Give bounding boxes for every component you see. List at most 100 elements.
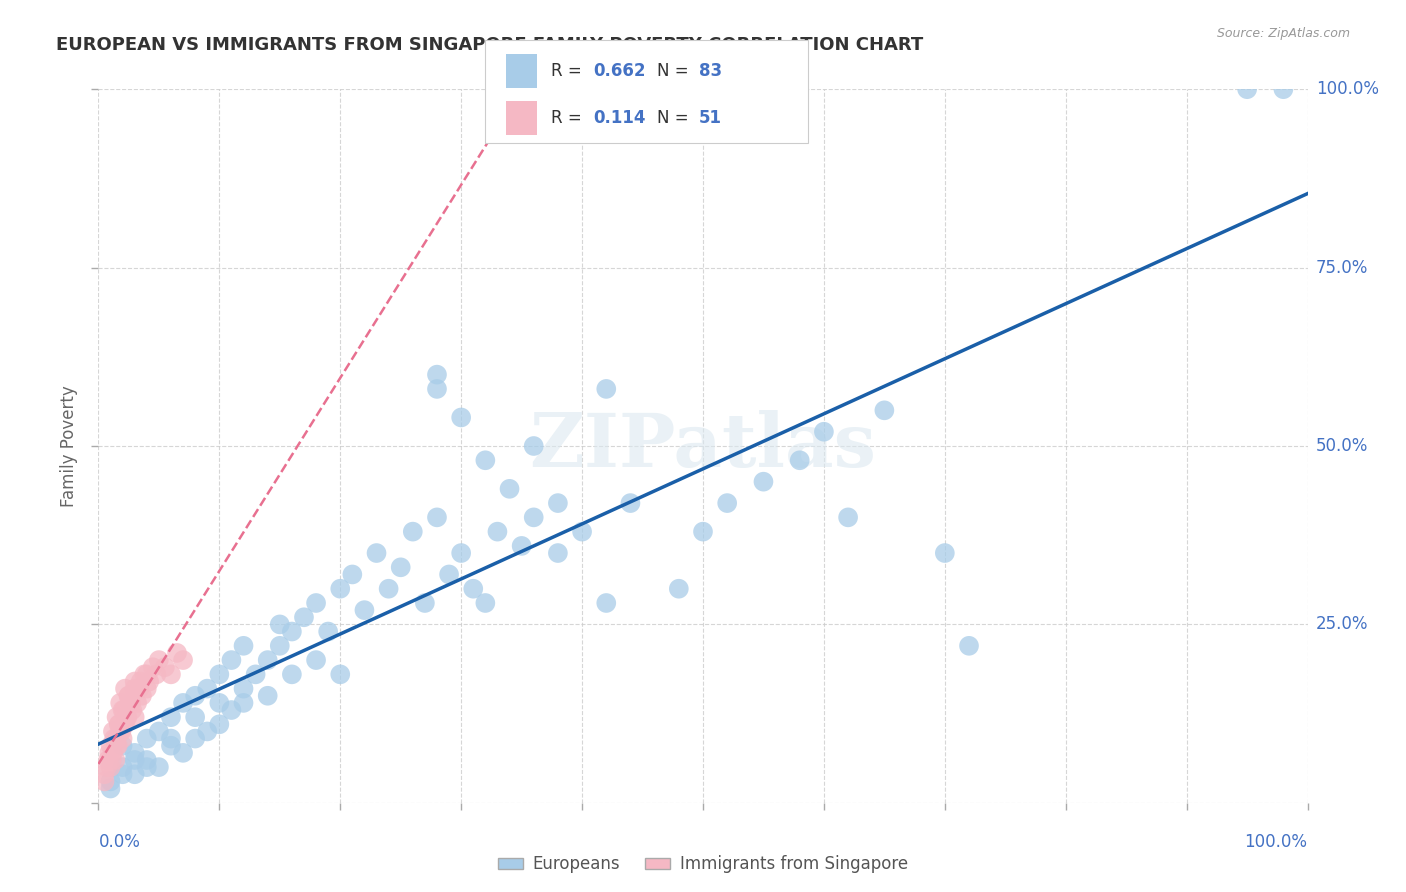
Point [377, 582, 399, 596]
Point [108, 696, 131, 710]
Point [208, 696, 231, 710]
Point [172, 696, 194, 710]
Point [135, 760, 157, 774]
Point [172, 746, 194, 760]
Point [111, 731, 134, 746]
Point [450, 410, 472, 425]
Point [138, 674, 160, 689]
Point [426, 368, 449, 382]
Point [486, 524, 509, 539]
Point [142, 660, 165, 674]
Point [118, 696, 141, 710]
Point [124, 674, 146, 689]
Y-axis label: Family Poverty: Family Poverty [60, 385, 79, 507]
Point [160, 739, 183, 753]
Point [389, 560, 412, 574]
Point [172, 653, 194, 667]
Point [450, 546, 472, 560]
Text: R =: R = [551, 109, 582, 127]
Text: N =: N = [657, 62, 688, 79]
Point [100, 774, 122, 789]
Point [134, 667, 156, 681]
Point [118, 689, 141, 703]
Point [353, 603, 375, 617]
Point [184, 689, 207, 703]
Point [111, 760, 134, 774]
Point [131, 689, 153, 703]
Point [413, 596, 436, 610]
Point [118, 689, 141, 703]
Point [256, 689, 278, 703]
Text: EUROPEAN VS IMMIGRANTS FROM SINGAPORE FAMILY POVERTY CORRELATION CHART: EUROPEAN VS IMMIGRANTS FROM SINGAPORE FA… [56, 36, 924, 54]
Point [716, 496, 738, 510]
Text: 0.662: 0.662 [593, 62, 645, 79]
Point [595, 596, 617, 610]
Point [245, 667, 267, 681]
Text: 75.0%: 75.0% [1316, 259, 1368, 277]
Point [232, 639, 254, 653]
Text: 0.0%: 0.0% [98, 833, 141, 851]
Point [124, 746, 146, 760]
Point [127, 696, 149, 710]
Point [101, 724, 124, 739]
Point [97, 753, 120, 767]
Point [232, 696, 254, 710]
Point [837, 510, 859, 524]
Point [184, 710, 207, 724]
Point [523, 510, 546, 524]
Point [114, 681, 136, 696]
Text: ZIPatlas: ZIPatlas [530, 409, 876, 483]
Point [124, 767, 146, 781]
Text: 51: 51 [699, 109, 721, 127]
Legend: Europeans, Immigrants from Singapore: Europeans, Immigrants from Singapore [491, 849, 915, 880]
Point [510, 539, 533, 553]
Point [256, 653, 278, 667]
Point [160, 710, 183, 724]
Point [547, 496, 569, 510]
Point [463, 582, 485, 596]
Point [111, 703, 134, 717]
Point [426, 510, 449, 524]
Point [595, 382, 617, 396]
Point [108, 717, 131, 731]
Point [111, 767, 134, 781]
Point [100, 760, 122, 774]
Point [135, 731, 157, 746]
Point [93, 774, 115, 789]
Point [100, 781, 122, 796]
Point [124, 753, 146, 767]
Point [221, 653, 243, 667]
Point [160, 731, 183, 746]
Point [426, 382, 449, 396]
Point [184, 731, 207, 746]
Point [160, 667, 183, 681]
Point [135, 753, 157, 767]
Point [292, 610, 315, 624]
Point [474, 596, 496, 610]
Point [498, 482, 520, 496]
Point [957, 639, 980, 653]
Point [166, 646, 188, 660]
Point [124, 681, 146, 696]
Point [547, 546, 569, 560]
Text: 25.0%: 25.0% [1316, 615, 1368, 633]
Point [100, 739, 122, 753]
Point [148, 653, 170, 667]
Point [523, 439, 546, 453]
Point [208, 717, 231, 731]
Point [135, 681, 157, 696]
Point [208, 667, 231, 681]
Point [121, 703, 143, 717]
Text: 0.114: 0.114 [593, 109, 645, 127]
Point [111, 739, 134, 753]
Point [103, 731, 125, 746]
Point [316, 624, 339, 639]
Text: 50.0%: 50.0% [1316, 437, 1368, 455]
Point [129, 674, 152, 689]
Point [195, 724, 218, 739]
Point [108, 717, 131, 731]
Point [269, 639, 291, 653]
Point [305, 596, 328, 610]
Text: Source: ZipAtlas.com: Source: ZipAtlas.com [1216, 27, 1350, 40]
Point [305, 653, 328, 667]
